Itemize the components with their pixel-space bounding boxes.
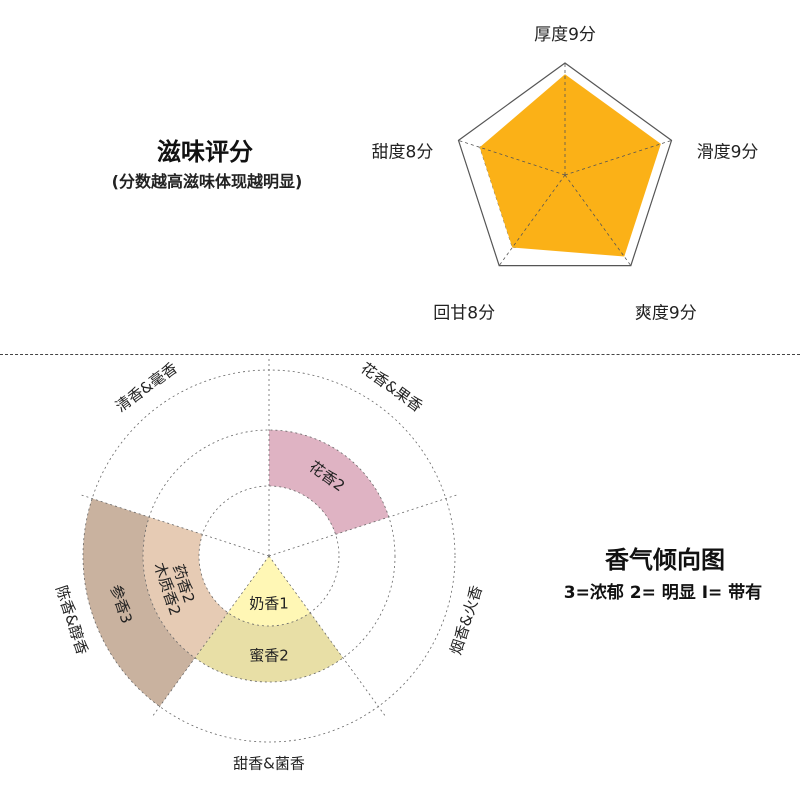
aroma-legend: 3=浓郁 2= 明显 I= 带有 bbox=[563, 583, 763, 603]
aroma-category-label: 清香&毫香 bbox=[112, 359, 181, 416]
taste-title: 滋味评分 bbox=[157, 138, 253, 166]
aroma-category-label: 陈香&醇香 bbox=[52, 583, 91, 657]
aroma-divider bbox=[80, 494, 270, 557]
radar-axis-label: 甜度8分 bbox=[372, 142, 434, 162]
radar-spoke bbox=[458, 140, 566, 176]
aroma-segment-label: 奶香1 bbox=[249, 595, 289, 613]
radar-outer-ring bbox=[457, 62, 673, 267]
aroma-category-label: 甜香&菌香 bbox=[233, 755, 305, 773]
aroma-segment bbox=[143, 517, 228, 658]
radar-data-area bbox=[479, 74, 661, 257]
aroma-segment bbox=[82, 498, 195, 707]
aroma-segment bbox=[227, 556, 311, 626]
aroma-segment bbox=[194, 612, 344, 682]
aroma-segment-label: 蜜香2 bbox=[249, 647, 289, 665]
aroma-divider bbox=[268, 555, 386, 717]
radar-axis-label: 滑度9分 bbox=[697, 142, 759, 162]
radar-spoke bbox=[498, 174, 566, 266]
aroma-grid-ring-2 bbox=[142, 429, 396, 683]
section-divider bbox=[0, 354, 800, 355]
aroma-title: 香气倾向图 bbox=[605, 546, 725, 574]
taste-subtitle: (分数越高滋味体现越明显) bbox=[111, 172, 303, 191]
radar-axis-label: 爽度9分 bbox=[635, 304, 697, 324]
aroma-category-label: 烟香&火香 bbox=[447, 583, 486, 657]
aroma-segment bbox=[269, 430, 389, 535]
aroma-divider bbox=[152, 555, 270, 717]
radar-spoke bbox=[564, 174, 632, 266]
aroma-grid-ring-1 bbox=[198, 485, 340, 627]
radar-axis-label: 厚度9分 bbox=[534, 25, 596, 45]
radar-spoke bbox=[564, 140, 672, 176]
aroma-divider bbox=[268, 494, 458, 557]
radar-axis-label: 回甘8分 bbox=[433, 304, 495, 324]
aroma-category-label: 花香&果香 bbox=[357, 359, 426, 416]
